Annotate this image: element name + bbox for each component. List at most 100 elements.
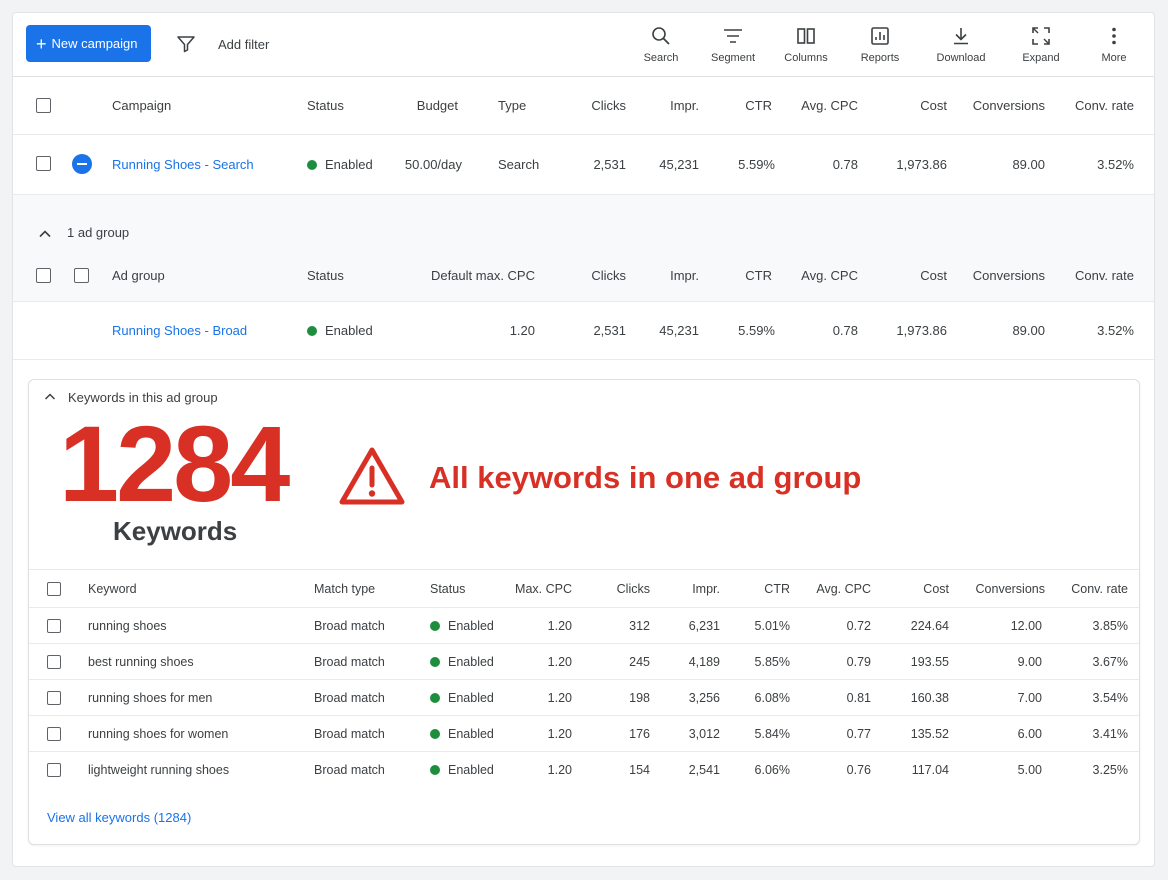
chevron-up-icon[interactable] [44,391,56,403]
ad-group-cost: 1,973.86 [896,323,947,338]
col-keyword-ctr[interactable]: CTR [764,582,790,596]
col-keyword-clicks[interactable]: Clicks [616,582,650,596]
download-tool-button[interactable]: Download [931,25,991,64]
col-cost[interactable]: Cost [920,98,947,113]
ad-group-select-all-checkbox[interactable] [36,268,51,283]
divider [29,569,1139,570]
search-tool-button[interactable]: Search [631,25,691,64]
status-enabled-dot [430,693,440,703]
keywords-toggle-label[interactable]: Keywords in this ad group [68,390,218,405]
keyword-text[interactable]: lightweight running shoes [88,763,230,777]
keyword-max-cpc[interactable]: 1.20 [547,619,572,633]
chevron-up-icon[interactable] [38,227,52,241]
keyword-clicks: 245 [629,655,650,669]
reports-tool-button[interactable]: Reports [850,25,910,64]
keyword-match-type: Broad match [314,727,385,741]
keyword-select-all-checkbox[interactable] [47,582,61,596]
columns-tool-button[interactable]: Columns [776,25,836,64]
col-campaign[interactable]: Campaign [112,98,172,113]
col-keyword-status[interactable]: Status [430,582,466,596]
col-keyword-conversions[interactable]: Conversions [975,582,1045,596]
keyword-status: Enabled [430,619,494,633]
keyword-row: running shoes for women Broad match Enab… [29,715,1139,751]
keyword-conversions: 12.00 [1010,619,1042,633]
keyword-text[interactable]: running shoes for women [88,727,229,741]
col-default-max-cpc[interactable]: Default max. CPC [430,268,535,283]
col-keyword-impr[interactable]: Impr. [692,582,720,596]
keyword-row-checkbox[interactable] [47,619,61,633]
col-match-type[interactable]: Match type [314,582,376,596]
keyword-row: running shoes Broad match Enabled 1.20 3… [29,607,1139,643]
toolbar: + New campaign Add filter Search Segment… [13,13,1154,77]
col-clicks[interactable]: Clicks [591,98,626,113]
add-filter-button[interactable]: Add filter [218,37,270,52]
col-ad-group-cost[interactable]: Cost [920,268,947,283]
col-max-cpc[interactable]: Max. CPC [515,582,572,596]
keyword-match-type: Broad match [314,763,385,777]
select-all-checkbox[interactable] [36,98,51,113]
keyword-text[interactable]: running shoes for men [88,691,213,705]
divider [13,194,1154,195]
segment-tool-button[interactable]: Segment [703,25,763,64]
ad-group-toggle-label[interactable]: 1 ad group [67,225,130,240]
col-ctr[interactable]: CTR [745,98,772,113]
keyword-status: Enabled [430,655,494,669]
keyword-max-cpc[interactable]: 1.20 [547,727,572,741]
new-campaign-button[interactable]: + New campaign [26,25,151,62]
col-conv-rate[interactable]: Conv. rate [1074,98,1134,113]
col-ad-group-avg-cpc[interactable]: Avg. CPC [801,268,858,283]
keyword-row-checkbox[interactable] [47,727,61,741]
keyword-ctr: 6.08% [754,691,790,705]
col-impr[interactable]: Impr. [670,98,699,113]
keyword-row-checkbox[interactable] [47,655,61,669]
keyword-impr: 3,012 [688,727,720,741]
keyword-match-type: Broad match [314,691,385,705]
col-ad-group-ctr[interactable]: CTR [745,268,772,283]
keyword-text[interactable]: best running shoes [88,655,194,669]
col-budget[interactable]: Budget [416,98,458,113]
col-type[interactable]: Type [498,98,527,113]
ad-group-default-max-cpc[interactable]: 1.20 [509,323,535,338]
more-tool-button[interactable]: More [1084,25,1144,64]
keyword-max-cpc[interactable]: 1.20 [547,691,572,705]
expand-tool-button[interactable]: Expand [1011,25,1071,64]
col-ad-group-clicks[interactable]: Clicks [591,268,626,283]
campaign-row-checkbox[interactable] [36,156,51,171]
col-ad-group[interactable]: Ad group [112,268,165,283]
keyword-impr: 6,231 [688,619,720,633]
col-ad-group-impr[interactable]: Impr. [670,268,699,283]
keyword-cost: 135.52 [910,727,949,741]
col-status[interactable]: Status [307,98,344,113]
keyword-ctr: 5.84% [754,727,790,741]
keyword-row-checkbox[interactable] [47,763,61,777]
col-keyword-cost[interactable]: Cost [923,582,949,596]
search-tool-label: Search [643,52,679,64]
col-keyword[interactable]: Keyword [88,582,137,596]
col-ad-group-status[interactable]: Status [307,268,344,283]
keyword-row-checkbox[interactable] [47,691,61,705]
keyword-avg-cpc: 0.77 [846,727,871,741]
col-keyword-conv-rate[interactable]: Conv. rate [1071,582,1128,596]
campaign-name-link[interactable]: Running Shoes - Search [112,157,254,172]
keyword-status: Enabled [430,691,494,705]
col-keyword-avg-cpc[interactable]: Avg. CPC [816,582,871,596]
status-enabled-dot [430,621,440,631]
filter-icon[interactable] [176,34,196,54]
new-campaign-label: New campaign [51,36,138,51]
collapse-campaign-icon[interactable] [71,153,93,175]
ad-group-select-checkbox[interactable] [74,268,89,283]
col-ad-group-conv-rate[interactable]: Conv. rate [1074,268,1134,283]
keyword-status-label: Enabled [448,619,494,633]
col-ad-group-conversions[interactable]: Conversions [972,268,1045,283]
keyword-text[interactable]: running shoes [88,619,167,633]
keyword-max-cpc[interactable]: 1.20 [547,655,572,669]
warning-message: All keywords in one ad group [429,460,862,495]
ad-group-name-link[interactable]: Running Shoes - Broad [112,323,248,338]
keyword-conv-rate: 3.85% [1092,619,1128,633]
keyword-status: Enabled [430,727,494,741]
keyword-status-label: Enabled [448,655,494,669]
keyword-max-cpc[interactable]: 1.20 [547,763,572,777]
view-all-keywords-link[interactable]: View all keywords (1284) [47,810,192,825]
col-avg-cpc[interactable]: Avg. CPC [801,98,858,113]
col-conversions[interactable]: Conversions [972,98,1045,113]
